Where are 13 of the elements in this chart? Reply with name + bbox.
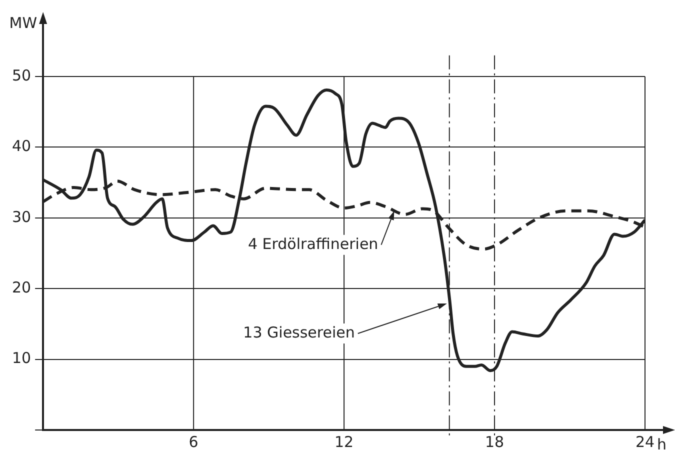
- annotation: 4 Erdölraffinerien: [248, 234, 378, 253]
- y-tick-label: 10: [12, 349, 32, 368]
- x-tick-label: 6: [188, 432, 198, 451]
- annotation: 13 Giessereien: [243, 323, 355, 342]
- x-axis-title: h: [657, 435, 667, 454]
- y-tick-label: 30: [12, 208, 32, 226]
- y-tick-label: 50: [12, 66, 32, 84]
- x-tick-label: 12: [334, 432, 354, 451]
- y-tick-label: 20: [12, 278, 32, 297]
- x-tick-label: 24: [635, 432, 655, 451]
- y-tick-label: 40: [12, 137, 32, 156]
- y-axis-title: MW: [9, 14, 38, 32]
- x-tick-label: 18: [484, 432, 504, 451]
